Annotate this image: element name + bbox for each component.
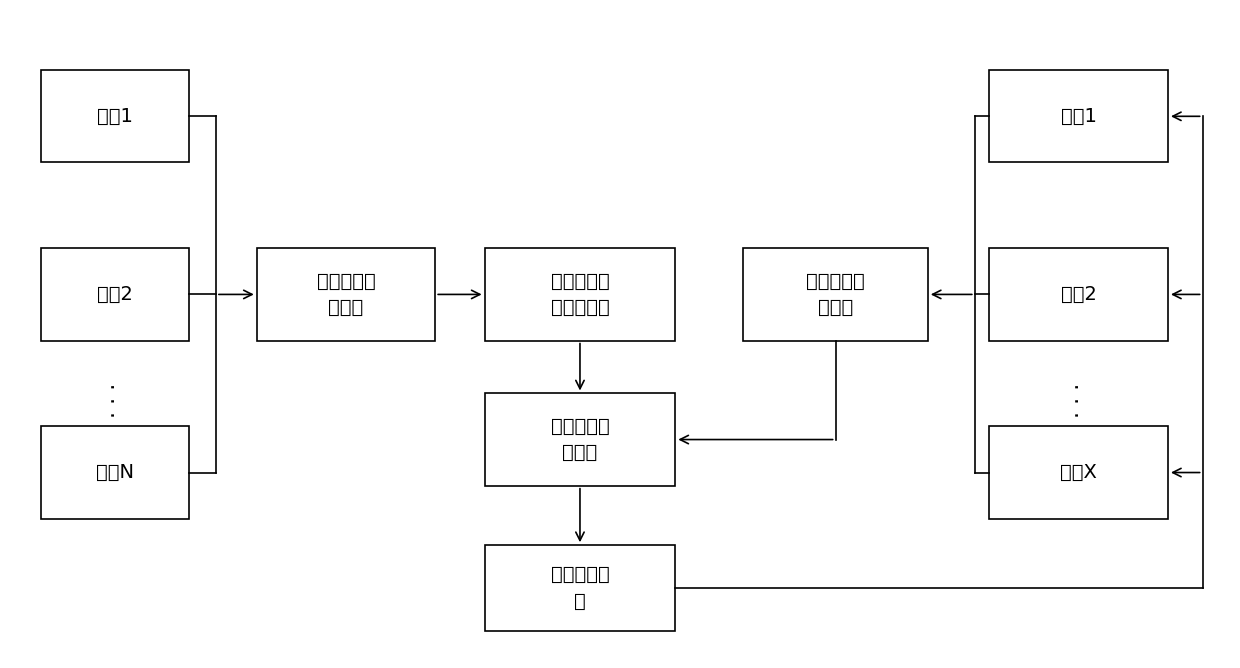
Text: 机柜N: 机柜N: [95, 463, 134, 482]
Bar: [41, 70, 188, 162]
Text: 空调2: 空调2: [1061, 285, 1096, 304]
Text: 温度控制因
子模块: 温度控制因 子模块: [551, 417, 609, 462]
Bar: [990, 70, 1168, 162]
Bar: [485, 248, 676, 341]
Text: 机柜1: 机柜1: [97, 107, 133, 126]
Text: 环境温度偏
差系数模块: 环境温度偏 差系数模块: [551, 272, 609, 317]
Text: · · ·: · · ·: [1069, 382, 1090, 418]
Text: 空调X: 空调X: [1060, 463, 1097, 482]
Text: 功率系数获
取模块: 功率系数获 取模块: [806, 272, 866, 317]
Bar: [485, 545, 676, 631]
Bar: [257, 248, 435, 341]
Bar: [41, 426, 188, 519]
Bar: [743, 248, 928, 341]
Bar: [41, 248, 188, 341]
Text: 空调1: 空调1: [1061, 107, 1096, 126]
Bar: [990, 426, 1168, 519]
Text: 光纤温度采
集模块: 光纤温度采 集模块: [316, 272, 376, 317]
Bar: [990, 248, 1168, 341]
Text: 反馈控制模
块: 反馈控制模 块: [551, 565, 609, 611]
Text: · · ·: · · ·: [105, 382, 125, 418]
Bar: [485, 393, 676, 486]
Text: 机柜2: 机柜2: [97, 285, 133, 304]
